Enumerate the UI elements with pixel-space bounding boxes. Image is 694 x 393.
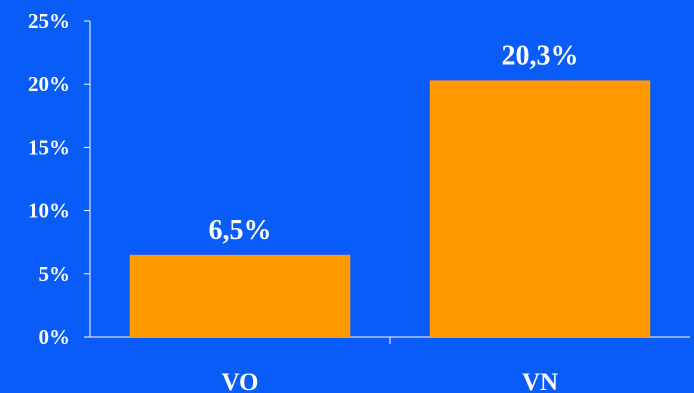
bar-vo <box>129 254 351 337</box>
bar-vn <box>429 80 651 338</box>
y-tick-label: 10% <box>28 199 70 223</box>
axes: 0% 5% 10% 15% 20% 25% <box>28 9 690 349</box>
x-category-label: VO <box>222 369 259 393</box>
x-category-label: VN <box>522 369 558 393</box>
data-label: 6,5% <box>209 215 272 246</box>
data-label: 20,3% <box>502 40 579 71</box>
y-tick-label: 0% <box>39 325 71 349</box>
bars <box>129 80 651 338</box>
y-tick-label: 15% <box>28 135 70 159</box>
labels: 6,5% VO 20,3% VN <box>209 40 579 393</box>
y-tick-label: 20% <box>28 72 70 96</box>
y-tick-label: 25% <box>28 9 70 33</box>
y-tick-label: 5% <box>39 262 71 286</box>
